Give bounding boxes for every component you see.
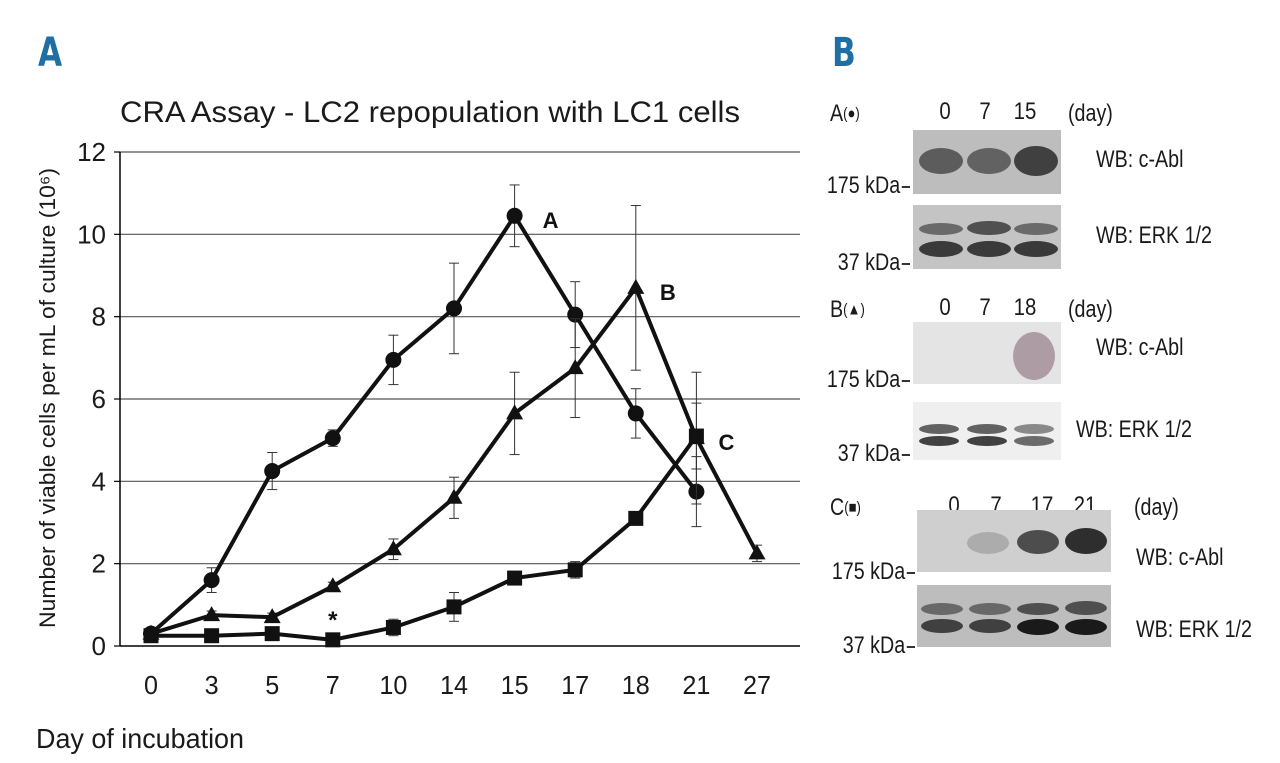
x-tick-label: 5 (265, 670, 279, 700)
data-point-square (385, 619, 401, 635)
series-b-label: B (660, 280, 676, 305)
x-tick-label: 21 (682, 670, 710, 700)
data-point-triangle (627, 278, 645, 294)
blot-c-day: 7 (990, 492, 1002, 519)
data-point-square (204, 628, 220, 644)
data-point-square (446, 599, 462, 615)
data-point-triangle (324, 577, 342, 593)
blot-a-day: 7 (979, 98, 991, 125)
blot-a-erk-label: WB: ERK 1/2 (1096, 222, 1212, 249)
blot-b-cabl-image (913, 322, 1061, 384)
data-point-square (567, 562, 583, 578)
line-chart: 0 2 4 6 8 10 12 0 3 5 7 10 14 15 17 18 21 27 CRA Assay - L… (35, 96, 800, 754)
x-tick-label: 18 (622, 670, 650, 700)
data-point-square (688, 428, 704, 444)
series-line-c (151, 434, 699, 642)
western-blot-panel: A(●) 0 7 15 (day) WB: c-Abl 175 kDa WB: … (800, 0, 1280, 763)
blot-b-erk-label: WB: ERK 1/2 (1076, 416, 1192, 443)
blot-c-day: 0 (948, 492, 960, 519)
data-point-triangle (445, 488, 463, 504)
data-point-circle (506, 207, 523, 224)
blot-c-cabl-label: WB: c-Abl (1136, 544, 1224, 571)
data-point-circle (446, 300, 462, 317)
blot-a-erk-image (913, 205, 1061, 269)
blot-c-day-unit: (day) (1134, 494, 1179, 521)
data-point-square (507, 570, 523, 586)
x-tick-label: 0 (144, 670, 158, 700)
data-point-triangle (566, 359, 584, 375)
series-c-label: C (718, 430, 734, 455)
blot-c-cabl-kda: 175 kDa (825, 558, 915, 586)
y-tick-label: 4 (92, 466, 106, 496)
x-axis-label: Day of incubation (36, 723, 244, 754)
data-point-square (143, 628, 159, 644)
blot-b-cabl-label: WB: c-Abl (1096, 334, 1184, 361)
x-tick-label: 7 (326, 670, 340, 700)
panel-b-letter: B (832, 30, 856, 76)
y-tick-label: 6 (92, 384, 106, 414)
blot-a-day-unit: (day) (1068, 100, 1113, 127)
blot-b-day: 7 (979, 294, 991, 321)
panel-a-letter: A (38, 30, 63, 76)
blot-a-erk-kda: 37 kDa (820, 249, 910, 277)
blot-c-erk-label: WB: ERK 1/2 (1136, 616, 1252, 643)
data-point-triangle (203, 606, 221, 622)
x-tick-label: 3 (205, 670, 219, 700)
y-tick-label: 10 (77, 219, 106, 249)
blot-b-erk-image (913, 402, 1061, 460)
data-point-square (628, 510, 644, 526)
blot-b-day-unit: (day) (1068, 296, 1113, 323)
data-point-triangle (748, 544, 766, 560)
data-point-circle (627, 405, 644, 422)
blot-c-erk-image (917, 585, 1111, 647)
blot-b-day: 0 (939, 294, 951, 321)
blot-a-cabl-image (913, 130, 1061, 194)
significance-asterisk: * (328, 607, 338, 634)
blot-a-day: 0 (939, 98, 951, 125)
y-tick-label: 12 (77, 137, 106, 167)
series-a-label: A (543, 208, 559, 233)
data-point-square (264, 626, 280, 642)
blot-c-cabl-image (917, 510, 1111, 572)
x-tick-label: 27 (743, 670, 771, 700)
square-icon: ■ (848, 499, 857, 517)
x-tick-label: 15 (501, 670, 529, 700)
data-point-circle (324, 430, 341, 447)
blot-group-a-label: A(●) (830, 100, 860, 127)
data-point-circle (264, 463, 281, 480)
y-tick-label: 8 (92, 302, 106, 332)
chart-title: CRA Assay - LC2 repopulation with LC1 ce… (120, 96, 740, 129)
data-point-triangle (506, 404, 524, 420)
blot-b-day: 18 (1013, 294, 1037, 321)
triangle-icon: ▲ (847, 301, 861, 319)
blot-c-erk-kda: 37 kDa (825, 632, 915, 660)
data-point-circle (385, 351, 402, 368)
y-tick-label: 0 (92, 631, 106, 661)
blot-group-c-label: C(■) (830, 494, 861, 521)
blot-a-cabl-label: WB: c-Abl (1096, 146, 1184, 173)
blot-a-cabl-kda: 175 kDa (820, 172, 910, 200)
series-line-a (149, 213, 698, 636)
blot-group-b-label: B(▲) (830, 296, 865, 323)
x-tick-label: 17 (561, 670, 589, 700)
blot-b-cabl-kda: 175 kDa (820, 366, 910, 394)
data-point-circle (203, 572, 220, 589)
data-point-square (325, 632, 341, 648)
x-tick-label: 10 (379, 670, 407, 700)
data-point-triangle (263, 608, 281, 624)
circle-icon: ● (847, 105, 856, 123)
y-axis-label: Number of viable cells per mL of culture… (35, 168, 60, 628)
x-tick-label: 14 (440, 670, 468, 700)
y-tick-label: 2 (92, 549, 106, 579)
data-point-triangle (384, 540, 402, 556)
blot-a-day: 15 (1013, 98, 1037, 125)
blot-b-erk-kda: 37 kDa (820, 440, 910, 468)
